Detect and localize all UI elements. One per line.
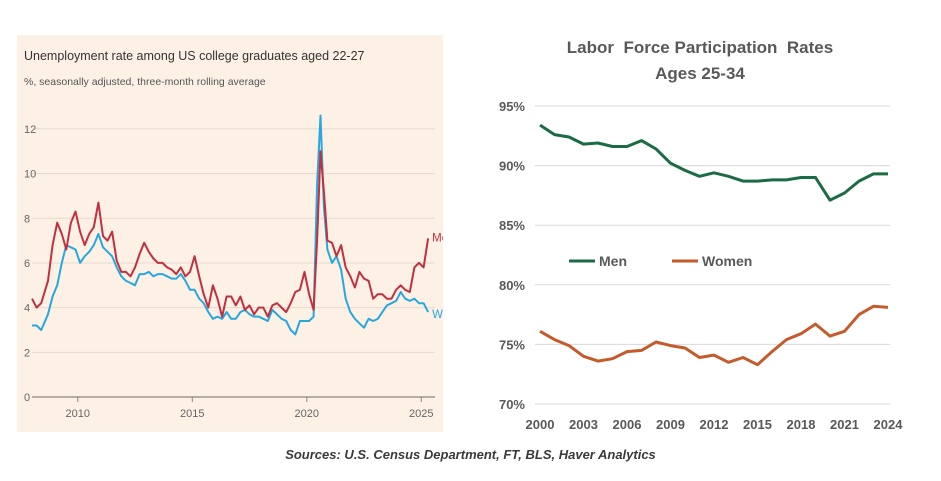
unemployment-chart: Unemployment rate among US college gradu… xyxy=(24,49,472,420)
x-tick-label: 2025 xyxy=(409,408,433,420)
x-tick-label: 2024 xyxy=(874,417,904,432)
chart-title: Unemployment rate among US college gradu… xyxy=(24,49,365,63)
chart-title: Labor Force Participation Rates xyxy=(567,38,833,57)
participation-chart-panel: Labor Force Participation Rates Ages 25-… xyxy=(470,25,930,445)
x-tick-label: 2015 xyxy=(180,408,204,420)
x-tick-label: 2012 xyxy=(700,417,729,432)
y-tick-label: 0 xyxy=(24,392,30,404)
legend-label-women: Women xyxy=(702,253,752,269)
x-tick-label: 2015 xyxy=(743,417,772,432)
y-tick-label: 2 xyxy=(24,347,30,359)
participation-chart: Labor Force Participation Rates Ages 25-… xyxy=(499,38,904,432)
y-tick-label: 80% xyxy=(499,278,525,293)
y-tick-label: 70% xyxy=(499,397,525,412)
y-tick-label: 10 xyxy=(24,169,36,181)
chart-subtitle: %, seasonally adjusted, three-month roll… xyxy=(24,76,266,88)
y-tick-label: 90% xyxy=(499,159,525,174)
series-line-women xyxy=(32,114,429,336)
series-line-women xyxy=(539,304,889,367)
series-line-men xyxy=(539,123,888,202)
chart-subtitle: Ages 25-34 xyxy=(655,64,745,83)
x-tick-label: 2000 xyxy=(526,417,555,432)
y-tick-label: 12 xyxy=(24,124,36,136)
x-tick-label: 2018 xyxy=(787,417,816,432)
y-tick-label: 4 xyxy=(24,303,30,315)
y-tick-label: 95% xyxy=(499,99,525,114)
y-tick-label: 8 xyxy=(24,213,30,225)
x-tick-label: 2003 xyxy=(569,417,598,432)
y-tick-label: 85% xyxy=(499,218,525,233)
y-tick-label: 75% xyxy=(499,337,525,352)
y-tick-label: 6 xyxy=(24,258,30,270)
x-tick-label: 2009 xyxy=(656,417,685,432)
series-label-women: Women xyxy=(432,309,443,321)
unemployment-chart-panel: Unemployment rate among US college gradu… xyxy=(17,35,472,432)
series-label-men: Men xyxy=(432,232,443,244)
x-tick-label: 2010 xyxy=(66,408,90,420)
source-note: Sources: U.S. Census Department, FT, BLS… xyxy=(285,447,656,462)
x-tick-label: 2020 xyxy=(295,408,319,420)
x-tick-label: 2006 xyxy=(613,417,642,432)
series-line-men xyxy=(31,150,430,318)
legend-label-men: Men xyxy=(599,253,627,269)
x-tick-label: 2021 xyxy=(830,417,859,432)
